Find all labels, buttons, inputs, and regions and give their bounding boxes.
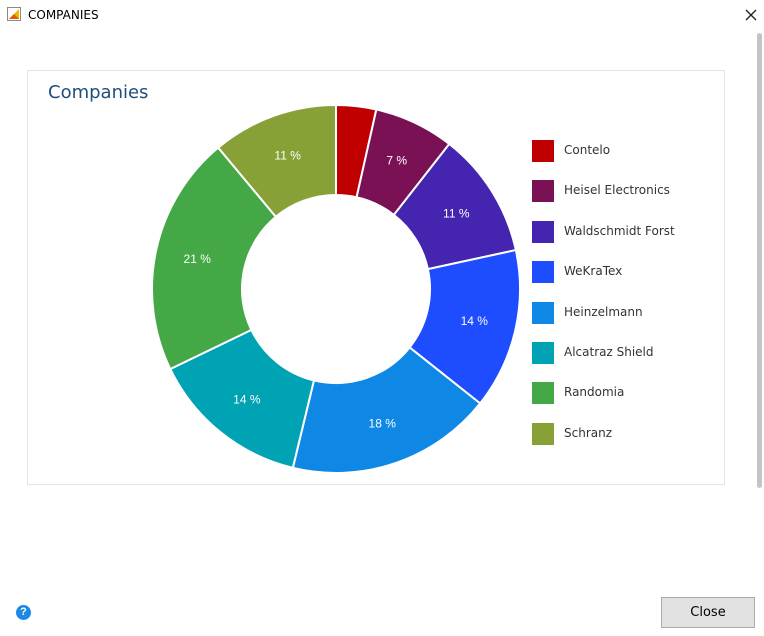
legend-swatch: [532, 422, 554, 445]
legend-swatch: [532, 382, 554, 405]
slice-label-7: 11 %: [274, 148, 301, 162]
legend-swatch: [532, 342, 554, 364]
legend-label: Contelo: [564, 143, 611, 157]
legend-item-4[interactable]: Heinzelmann: [532, 301, 712, 324]
close-x-glyph: [745, 9, 757, 21]
legend-swatch: [532, 140, 554, 162]
vertical-scrollbar[interactable]: [756, 33, 764, 590]
slice-label-2: 11 %: [443, 207, 470, 221]
pie-slice-4[interactable]: [291, 346, 482, 474]
legend-item-7[interactable]: Schranz: [532, 422, 712, 445]
legend-item-5[interactable]: Alcatraz Shield: [532, 342, 712, 364]
close-icon[interactable]: [742, 6, 760, 24]
pie-slice-6[interactable]: [151, 146, 278, 371]
chart-document-icon: [7, 7, 21, 21]
legend-item-1[interactable]: Heisel Electronics: [532, 180, 712, 203]
legend-swatch: [532, 261, 554, 284]
scrollbar-thumb[interactable]: [757, 33, 762, 488]
legend-label: Heisel Electronics: [564, 183, 670, 198]
legend-label: Waldschmidt Forst: [564, 223, 675, 238]
legend-label: Alcatraz Shield: [564, 345, 654, 359]
legend-swatch: [532, 220, 554, 243]
legend-swatch: [532, 180, 554, 203]
title-bar: COMPANIES: [0, 0, 764, 30]
legend-item-2[interactable]: Waldschmidt Forst: [532, 220, 712, 243]
legend-label: Schranz: [564, 425, 613, 440]
legend-item-0[interactable]: Contelo: [532, 140, 712, 162]
legend-label: Heinzelmann: [564, 304, 643, 319]
slice-label-4: 18 %: [369, 416, 397, 430]
slice-label-3: 14 %: [461, 314, 489, 328]
help-icon[interactable]: ?: [16, 605, 31, 620]
window-title: COMPANIES: [28, 8, 99, 22]
pie-slice-7[interactable]: [216, 103, 337, 219]
legend-swatch: [532, 301, 554, 324]
slice-label-1: 7 %: [386, 154, 407, 168]
slice-label-5: 14 %: [233, 393, 261, 407]
legend-item-3[interactable]: WeKraTex: [532, 261, 712, 284]
slice-label-6: 21 %: [184, 252, 212, 266]
legend-label: WeKraTex: [564, 264, 623, 279]
legend-item-6[interactable]: Randomia: [532, 382, 712, 405]
legend-label: Randomia: [564, 385, 625, 400]
chart-title: Companies: [48, 82, 149, 103]
close-button[interactable]: Close: [661, 597, 755, 628]
